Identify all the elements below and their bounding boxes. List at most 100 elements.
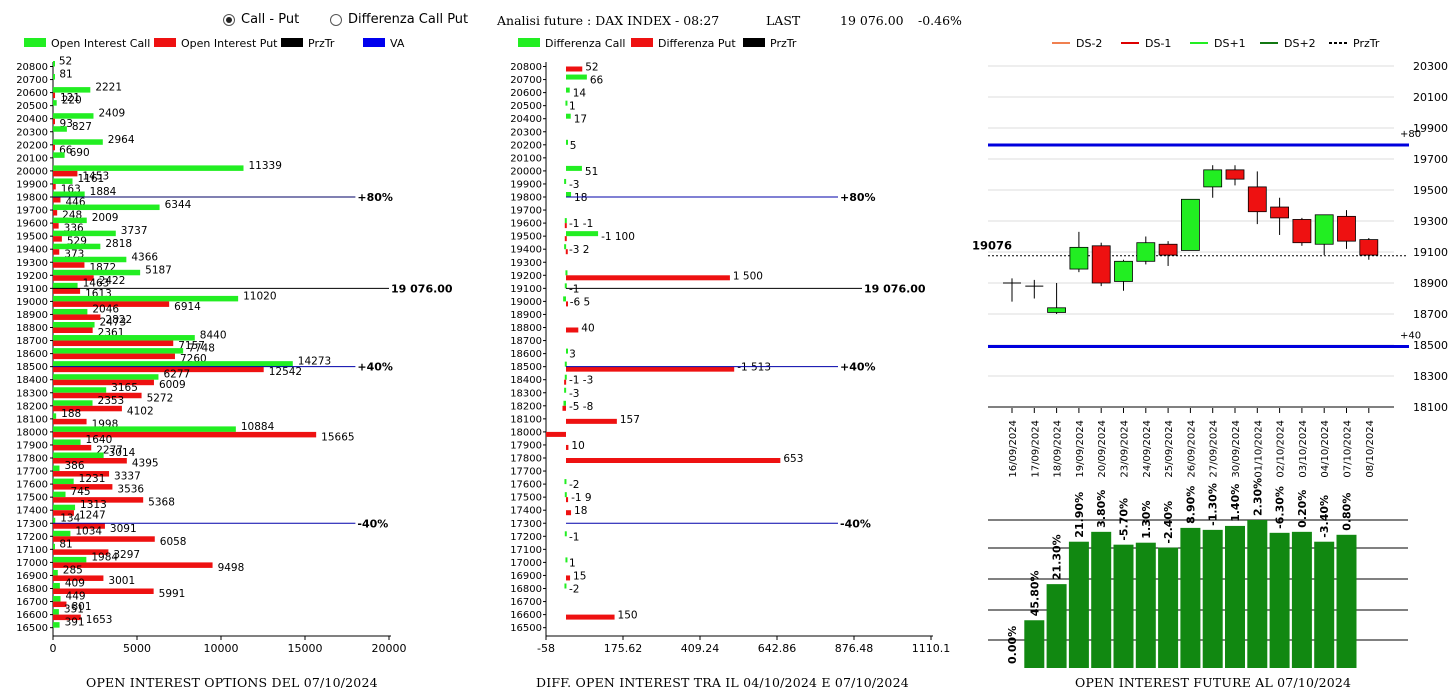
- future-y-tick-label: 19700: [1413, 153, 1448, 166]
- oi-put-bar: [53, 144, 55, 151]
- oi-legend-label: PrzTr: [308, 37, 335, 50]
- oi-put-bar: [53, 458, 127, 464]
- diff-legend-swatch: [518, 38, 540, 47]
- oi-put-bar: [53, 523, 105, 529]
- analysis-title: Analisi future : DAX INDEX - 08:27: [497, 13, 720, 28]
- diff-value-label: 5: [570, 140, 577, 152]
- oi-put-bar: [53, 484, 113, 490]
- diff-strike-label: 16500: [510, 623, 542, 634]
- oi-put-value: 9498: [218, 562, 245, 574]
- diff-put-bar: [566, 327, 579, 333]
- diff-strike-label: 19300: [510, 258, 542, 269]
- oi-put-bar: [53, 431, 317, 438]
- oi-put-bar: [53, 562, 213, 568]
- oi-strike-label: 17300: [16, 519, 48, 530]
- oi-strike-label: 19500: [16, 232, 48, 243]
- oi-strike-label: 17200: [16, 532, 48, 543]
- diff-strike-label: 18300: [510, 388, 542, 399]
- oi-strike-label: 19200: [16, 271, 48, 282]
- oi-call-value: 3014: [109, 447, 136, 459]
- oi-call-value: 10884: [241, 421, 275, 433]
- diff-strike-label: 19900: [510, 179, 542, 190]
- oi-call-bar: [53, 74, 55, 80]
- future-date-label: 16/09/2024: [1008, 420, 1019, 478]
- oi-call-bar: [53, 139, 103, 145]
- future-candle-body: [1203, 169, 1223, 188]
- future-y-tick-label: 18300: [1413, 370, 1448, 383]
- oi-call-bar: [53, 596, 61, 602]
- radio-call-put[interactable]: Call - Put: [223, 12, 299, 27]
- diff-value-label: 18: [574, 505, 587, 517]
- oi-call-bar: [53, 504, 76, 511]
- oi-reference-label: +80%: [357, 191, 393, 204]
- oi-call-bar: [53, 400, 93, 406]
- diff-value-label: 52: [585, 62, 598, 74]
- diff-value-label: -1 9: [571, 492, 592, 504]
- diff-call-bar: [564, 283, 567, 289]
- oif-bar-label: -6.30%: [1274, 486, 1287, 529]
- oi-put-bar: [53, 392, 142, 399]
- oi-call-value: 6277: [163, 369, 190, 381]
- diff-value-label: 66: [590, 75, 604, 87]
- oif-bar-label: -1.30%: [1207, 483, 1220, 526]
- radio-selected-icon[interactable]: [223, 13, 235, 26]
- diff-value-label: -1: [569, 283, 579, 295]
- oi-strike-label: 18400: [16, 375, 48, 386]
- diff-value-label: 40: [581, 323, 594, 335]
- oi-call-bar: [53, 113, 94, 119]
- future-y-tick-label: 18700: [1413, 308, 1448, 321]
- oi-strike-label: 19700: [16, 206, 48, 217]
- oi-put-value: 801: [71, 601, 91, 613]
- diff-x-tick-label: 409.24: [681, 642, 720, 655]
- oi-x-tick-label: 15000: [288, 642, 323, 655]
- oi-call-bar: [53, 152, 65, 158]
- diff-strike-label: 17700: [510, 467, 542, 478]
- future-y-tick-label: 20300: [1413, 60, 1448, 73]
- diff-strike-label: 19800: [510, 193, 542, 204]
- diff-call-bar: [563, 400, 566, 406]
- future-prztr-label: 19076: [972, 239, 1012, 253]
- oi-call-value: 220: [62, 95, 82, 107]
- future-date-label: 23/09/2024: [1120, 420, 1131, 478]
- oi-put-value: 12542: [269, 366, 302, 378]
- oi-call-bar: [53, 126, 67, 132]
- diff-value-label: -1 513: [737, 362, 771, 374]
- oi-reference-label: +40%: [357, 361, 393, 374]
- future-y-tick-label: 19300: [1413, 215, 1448, 228]
- oi-call-bar: [53, 622, 60, 628]
- future-date-label: 27/09/2024: [1209, 420, 1220, 478]
- oi-put-bar: [53, 275, 94, 281]
- oif-bar: [1314, 541, 1335, 668]
- oif-bar-label: -5.70%: [1118, 498, 1131, 541]
- radio-diff[interactable]: Differenza Call Put: [330, 12, 468, 27]
- radio-unselected-icon[interactable]: [330, 13, 342, 26]
- diff-put-bar: [566, 458, 781, 463]
- diff-strike-label: 20400: [510, 114, 542, 125]
- oif-bar: [1269, 532, 1290, 668]
- oi-legend-swatch: [281, 38, 303, 47]
- diff-call-bar: [566, 192, 572, 197]
- oi-strike-label: 19100: [16, 284, 48, 295]
- oi-call-bar: [53, 517, 56, 524]
- oi-call-value: 1884: [90, 186, 117, 198]
- oi-strike-label: 17500: [16, 493, 48, 504]
- future-legend-label: DS+1: [1214, 37, 1246, 50]
- oi-put-value: 7157: [178, 340, 205, 352]
- diff-strike-label: 17000: [510, 558, 542, 569]
- diff-put-bar: [566, 510, 572, 516]
- oi-put-bar: [53, 183, 56, 190]
- diff-put-bar: [566, 444, 569, 450]
- diff-strike-label: 16900: [510, 571, 542, 582]
- oi-put-bar: [53, 549, 109, 555]
- oif-bar: [1046, 584, 1067, 668]
- diff-call-bar: [564, 492, 567, 498]
- oi-legend-label: VA: [390, 37, 405, 50]
- future-candle-body: [1091, 245, 1111, 284]
- oi-call-bar: [53, 465, 60, 472]
- oi-call-bar: [53, 217, 87, 224]
- radio-diff-label: Differenza Call Put: [348, 12, 469, 27]
- oif-bar: [1247, 520, 1268, 668]
- oi-put-value: 6058: [160, 536, 187, 548]
- future-date-label: 26/09/2024: [1186, 420, 1197, 478]
